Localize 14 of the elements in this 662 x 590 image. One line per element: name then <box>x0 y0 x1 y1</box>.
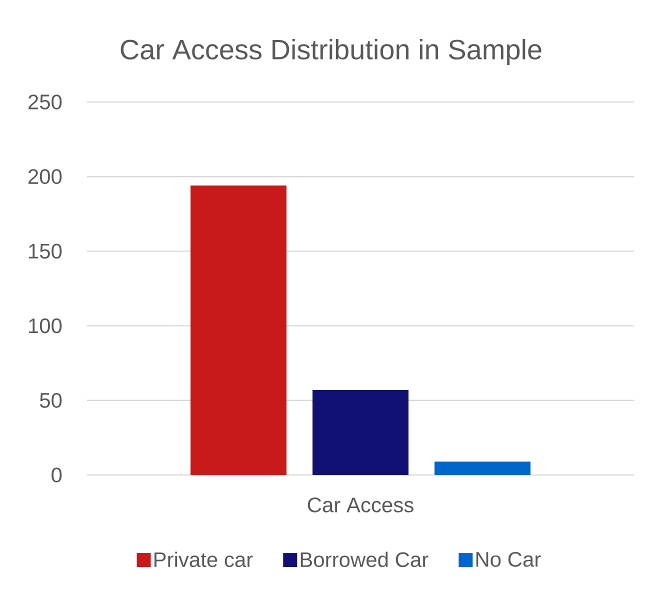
bar <box>312 390 408 475</box>
legend-label: No Car <box>476 552 541 567</box>
legend-label: Private car <box>154 552 253 568</box>
y-tick-label: 250 <box>28 94 62 110</box>
bar <box>190 186 287 475</box>
x-tick-label: Car Access <box>308 498 414 512</box>
y-tick-label: 100 <box>29 318 62 334</box>
y-tick-label: 50 <box>40 392 62 408</box>
bar <box>434 462 530 475</box>
y-tick-label: 150 <box>29 244 62 259</box>
y-tick-label: 200 <box>28 169 62 184</box>
legend-label: Borrowed Car <box>300 552 428 568</box>
y-tick-label: 0 <box>52 468 62 482</box>
chart-title: Car Access Distribution in Sample <box>120 38 542 66</box>
